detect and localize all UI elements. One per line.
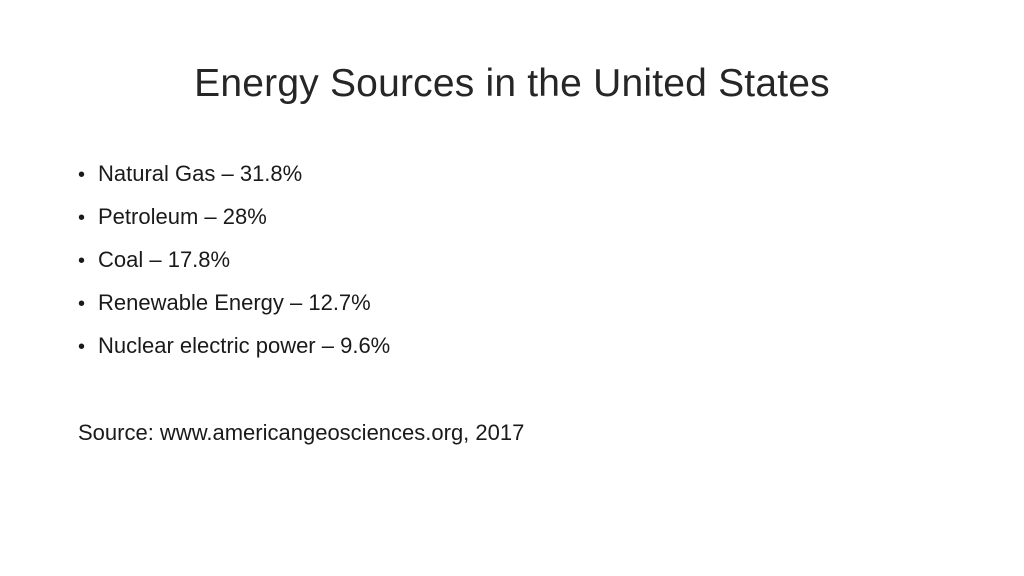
bullet-icon: •	[78, 293, 86, 315]
list-item-petroleum: • Petroleum – 28%	[78, 195, 390, 238]
bullet-icon: •	[78, 336, 86, 358]
source-citation: Source: www.americangeosciences.org, 201…	[78, 420, 525, 445]
list-item-nuclear-power: • Nuclear electric power – 9.6%	[78, 324, 390, 367]
list-item-text: Nuclear electric power – 9.6%	[98, 333, 391, 358]
bullet-icon: •	[78, 250, 86, 272]
bullet-icon: •	[78, 207, 86, 229]
bullet-list: • Natural Gas – 31.8% • Petroleum – 28% …	[78, 152, 390, 367]
list-item-text: Natural Gas – 31.8%	[98, 161, 303, 186]
bullet-icon: •	[78, 164, 86, 186]
list-item-text: Coal – 17.8%	[98, 247, 231, 272]
list-item-coal: • Coal – 17.8%	[78, 238, 390, 281]
list-item-text: Petroleum – 28%	[98, 204, 267, 229]
list-item-natural-gas: • Natural Gas – 31.8%	[78, 152, 390, 195]
slide-title: Energy Sources in the United States	[194, 62, 830, 105]
list-item-text: Renewable Energy – 12.7%	[98, 290, 371, 315]
list-item-renewable-energy: • Renewable Energy – 12.7%	[78, 281, 390, 324]
